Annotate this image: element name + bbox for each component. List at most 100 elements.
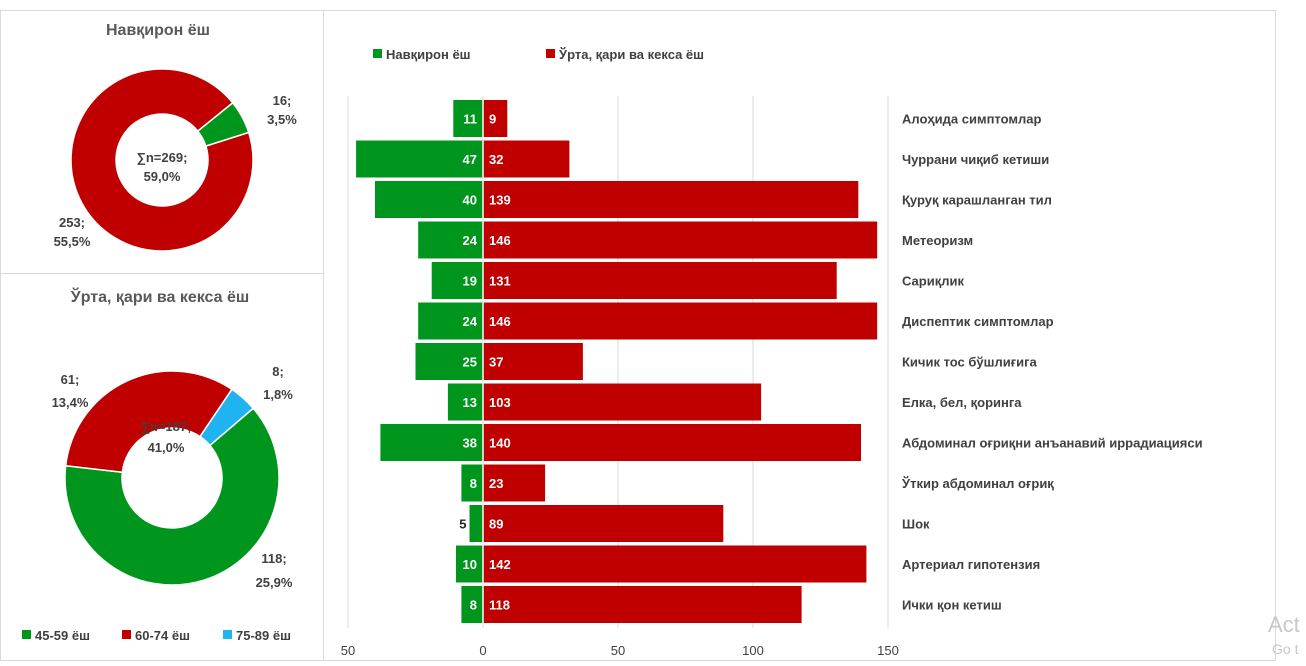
donut1-title: Навқирон ёш [106, 22, 210, 39]
x-tick-label-2: 50 [611, 643, 625, 658]
category-label-12: Ички қон кетиш [902, 598, 1002, 613]
x-tick-label-4: 150 [877, 643, 899, 658]
bar-young-label-2: 40 [463, 193, 477, 208]
category-label-3: Метеоризм [902, 233, 973, 248]
donut2-label-118-value: 118; [261, 551, 286, 566]
bar-older-8 [483, 424, 861, 461]
category-label-0: Алоҳида симптомлар [902, 112, 1041, 127]
bar-older-9 [483, 464, 546, 502]
bar-young-label-11: 10 [463, 557, 477, 572]
x-tick-labels: 50 0 50 100 150 [341, 643, 899, 658]
donut2-center-line1: ∑n=187; [141, 419, 192, 434]
x-tick-label-3: 100 [742, 643, 764, 658]
bar-legend-swatch-older [546, 49, 555, 58]
bar-young-5 [418, 302, 483, 340]
legend-label-75-89: 75-89 ёш [236, 628, 291, 643]
bar-young-1 [356, 140, 483, 178]
category-label-11: Артериал гипотензия [902, 557, 1040, 572]
category-label-6: Кичик тос бўшлиғига [902, 355, 1038, 370]
bar-young-label-5: 24 [463, 314, 478, 329]
bar-legend-label-older: Ўрта, қари ва кекса ёш [558, 47, 704, 62]
bar-older-5 [483, 302, 878, 340]
donut-legend: 45-59 ёш 60-74 ёш 75-89 ёш [22, 628, 291, 643]
bar-young-label-1: 47 [463, 152, 477, 167]
donut2-label-61-value: 61; [61, 372, 80, 387]
donut1-center-line2: 59,0% [144, 169, 181, 184]
donut1-center-line1: ∑n=269; [137, 150, 188, 165]
bar-young-2 [375, 181, 483, 218]
category-label-7: Елка, бел, қоринга [902, 395, 1022, 410]
bar-older-label-10: 89 [489, 517, 503, 532]
category-label-2: Қуруқ карашланган тил [902, 193, 1052, 208]
bar-older-1 [483, 140, 570, 178]
bar-older-label-5: 146 [489, 314, 511, 329]
bar-older-7 [483, 383, 762, 421]
bar-young-11 [456, 545, 483, 583]
donut2-label-61-percent: 13,4% [52, 395, 89, 410]
bar-older-6 [483, 343, 583, 380]
bar-older-label-8: 140 [489, 436, 511, 451]
bar-older-label-0: 9 [489, 112, 496, 127]
donut2-slice-1 [64, 407, 280, 586]
donut2-label-118-percent: 25,9% [256, 575, 293, 590]
bar-young-4 [431, 262, 483, 299]
legend-swatch-45-59 [22, 630, 31, 639]
bar-older-label-7: 103 [489, 395, 511, 410]
legend-label-45-59: 45-59 ёш [35, 628, 90, 643]
bar-young-label-3: 24 [463, 233, 478, 248]
bar-young-label-8: 38 [463, 436, 477, 451]
donut1-label-16-value: 16; [273, 93, 292, 108]
x-tick-label-0: 50 [341, 643, 355, 658]
category-labels: Алоҳида симптомлар Чуррани чиқиб кетиши Қу… [901, 112, 1203, 613]
bar-young-6 [415, 343, 483, 380]
category-label-8: Абдоминал оғриқни анъанавий иррадиацияси [902, 436, 1203, 451]
bar-young-label-4: 19 [463, 274, 477, 289]
bar-young-9 [461, 464, 483, 502]
bar-legend: Навқирон ёш Ўрта, қари ва кекса ёш [373, 47, 704, 62]
bar-legend-swatch-young [373, 49, 382, 58]
bar-young-7 [447, 383, 483, 421]
donut2-label-8-value: 8; [272, 364, 284, 379]
category-label-4: Сариқлик [902, 274, 964, 289]
bar-legend-label-young: Навқирон ёш [386, 47, 471, 62]
bar-older-11 [483, 545, 867, 583]
donut2-slices [64, 370, 280, 586]
category-label-1: Чуррани чиқиб кетиши [902, 152, 1049, 167]
bar-marks: 11 9 47 32 40 139 24 146 19 131 24 146 25 37 13 103 38 14… [356, 100, 878, 623]
bar-older-label-2: 139 [489, 193, 511, 208]
x-tick-label-1: 0 [479, 643, 486, 658]
bar-older-label-4: 131 [489, 274, 511, 289]
bar-older-label-3: 146 [489, 233, 511, 248]
bar-older-label-9: 23 [489, 476, 503, 491]
donut1-label-253-value: 253; [59, 215, 85, 230]
bar-older-label-1: 32 [489, 152, 503, 167]
donut1-slices [70, 68, 254, 252]
bar-young-label-12: 8 [470, 598, 477, 613]
bar-young-label-7: 13 [463, 395, 477, 410]
bar-older-4 [483, 262, 837, 299]
category-label-5: Диспептик симптомлар [902, 314, 1054, 329]
donut1-label-16-percent: 3,5% [267, 112, 297, 127]
watermark-line2: Go t [1272, 641, 1299, 657]
bar-young-label-10: 5 [459, 517, 466, 532]
bar-older-3 [483, 221, 878, 259]
bar-older-label-6: 37 [489, 355, 503, 370]
donut2-center-line2: 41,0% [148, 440, 185, 455]
bar-chart-svg: Навқирон ёш Ўрта, қари ва кекса ёш 11 9 47… [341, 47, 1203, 658]
bar-young-label-0: 11 [463, 112, 477, 127]
bar-older-10 [483, 505, 724, 542]
donuts-svg: Навқирон ёш ∑n=269; 59,0% 16; 3,5% 253; … [22, 22, 297, 643]
legend-label-60-74: 60-74 ёш [135, 628, 190, 643]
donut1-slice-1 [70, 68, 254, 252]
bar-older-label-11: 142 [489, 557, 511, 572]
donut2-label-8-percent: 1,8% [263, 387, 293, 402]
bar-young-0 [453, 100, 483, 137]
bar-older-label-12: 118 [489, 598, 510, 613]
bar-young-12 [461, 586, 483, 623]
donut2-slice-2 [64, 370, 233, 474]
bar-young-label-9: 8 [470, 476, 477, 491]
legend-swatch-75-89 [223, 630, 232, 639]
donut1-label-253-percent: 55,5% [54, 234, 91, 249]
bar-older-12 [483, 586, 802, 623]
bar-young-3 [418, 221, 483, 259]
